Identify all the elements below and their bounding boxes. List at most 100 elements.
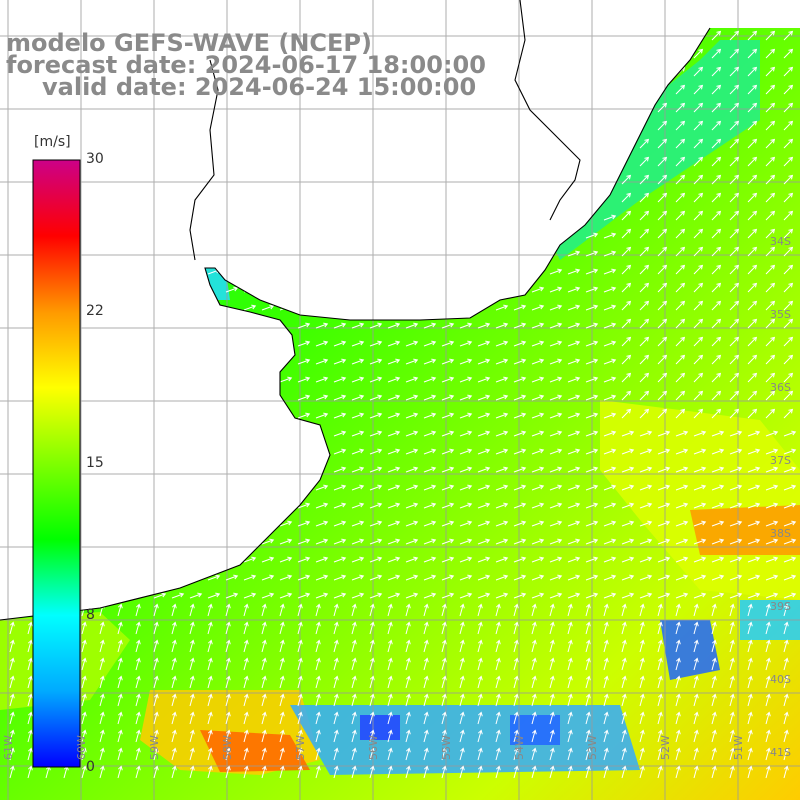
wind-arrow	[441, 765, 447, 779]
wind-arrow	[423, 376, 437, 383]
wind-arrow	[117, 711, 123, 725]
wind-arrow	[675, 520, 689, 527]
wind-arrow	[333, 376, 347, 383]
wind-arrow	[729, 300, 740, 311]
wind-arrow	[657, 574, 671, 581]
wind-arrow	[603, 675, 609, 689]
wind-arrow	[279, 765, 285, 779]
wind-arrow	[459, 502, 473, 509]
wind-arrow	[639, 390, 650, 401]
wind-arrow	[513, 376, 527, 383]
wind-arrow	[567, 592, 581, 599]
wind-arrow	[423, 574, 437, 581]
wind-arrow	[747, 318, 758, 329]
wind-arrow	[747, 228, 758, 239]
wind-arrow	[783, 574, 797, 581]
wind-arrow	[387, 394, 401, 401]
wind-arrow	[639, 354, 650, 365]
wind-arrow	[477, 430, 491, 437]
wind-arrow	[621, 318, 632, 329]
wind-arrow	[387, 693, 393, 707]
wind-arrow	[405, 484, 419, 491]
wind-arrow	[513, 322, 527, 329]
wind-arrow	[765, 675, 771, 689]
wind-arrow	[765, 66, 776, 77]
wind-arrow	[549, 430, 563, 437]
lon-label: 60W	[75, 735, 88, 760]
wind-arrow	[657, 138, 668, 149]
wind-arrow	[387, 412, 401, 419]
wind-arrow	[135, 657, 141, 671]
wind-arrow	[657, 408, 668, 419]
wind-arrow	[369, 448, 383, 455]
wind-arrow	[711, 556, 725, 563]
wind-arrow	[585, 603, 591, 617]
wind-arrow	[405, 502, 419, 509]
wind-arrow	[657, 765, 663, 779]
wind-arrow	[171, 729, 177, 743]
wind-arrow	[171, 592, 185, 599]
wind-arrow	[765, 765, 771, 779]
wind-arrow	[549, 304, 563, 311]
wind-arrow	[639, 466, 653, 473]
wind-arrow	[639, 192, 650, 203]
wind-arrow	[711, 372, 722, 383]
wind-arrow	[351, 394, 365, 401]
wind-arrow	[477, 675, 483, 689]
wind-arrow	[693, 711, 699, 725]
wind-arrow	[729, 138, 740, 149]
wind-arrow	[423, 484, 437, 491]
wind-arrow	[747, 264, 758, 275]
wind-arrow	[27, 639, 33, 653]
wind-arrow	[693, 84, 704, 95]
wind-arrow	[351, 340, 365, 347]
wind-arrow	[27, 675, 33, 689]
wind-arrow	[783, 729, 789, 743]
wind-arrow	[477, 711, 483, 725]
wind-arrow	[459, 657, 465, 671]
wind-arrow	[657, 747, 663, 761]
wind-arrow	[747, 282, 758, 293]
wind-arrow	[9, 765, 15, 779]
wind-arrow	[243, 693, 249, 707]
wind-arrow	[171, 639, 177, 653]
wind-arrow	[297, 747, 303, 761]
wind-arrow	[333, 340, 347, 347]
wind-arrow	[639, 336, 650, 347]
wind-arrow	[603, 765, 609, 779]
wind-arrow	[711, 300, 722, 311]
wind-arrow	[675, 675, 681, 689]
wind-arrow	[441, 520, 455, 527]
wind-arrow	[747, 448, 761, 455]
wind-arrow	[693, 675, 699, 689]
wind-arrow	[711, 408, 722, 419]
wind-arrow	[495, 376, 509, 383]
river-boundary	[189, 59, 219, 261]
wind-arrow	[279, 376, 293, 383]
wind-arrow	[477, 538, 491, 545]
wind-arrow	[639, 520, 653, 527]
wind-arrow	[585, 466, 599, 473]
wind-arrow	[639, 556, 653, 563]
wind-arrow	[369, 358, 383, 365]
wind-arrow	[531, 538, 545, 545]
wind-arrow	[81, 765, 87, 779]
wind-arrow	[639, 282, 650, 293]
wind-arrow	[765, 747, 771, 761]
wind-arrow	[297, 538, 311, 545]
wind-arrow	[729, 282, 740, 293]
wind-arrow	[657, 192, 668, 203]
wind-arrow	[243, 747, 249, 761]
wind-arrow	[549, 412, 563, 419]
wind-arrow	[333, 729, 339, 743]
wind-arrow	[675, 192, 686, 203]
wind-arrow	[207, 574, 221, 581]
wind-arrow	[783, 765, 789, 779]
wind-arrow	[405, 621, 411, 635]
wind-arrow	[747, 138, 758, 149]
wind-arrow	[585, 286, 599, 293]
wind-arrow	[315, 340, 329, 347]
wind-arrow	[531, 358, 545, 365]
wind-arrow	[765, 300, 776, 311]
